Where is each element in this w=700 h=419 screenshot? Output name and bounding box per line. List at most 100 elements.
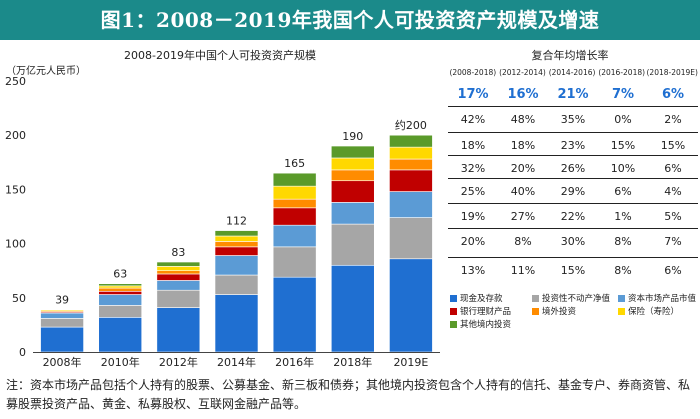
- cagr-period: (2014-2016): [548, 68, 596, 77]
- bar-segment: [214, 235, 259, 242]
- cagr-value: 30%: [560, 234, 586, 248]
- bar-segment: [272, 276, 317, 353]
- cagr-value: 29%: [560, 184, 586, 198]
- bar-segment: [156, 289, 201, 308]
- cagr-value: 1%: [614, 209, 632, 223]
- y-tick-label: 50: [12, 292, 26, 305]
- legend-item: 保险（寿险）: [618, 305, 679, 317]
- bar-total-label: 39: [55, 294, 69, 307]
- bar-segment: [389, 169, 433, 192]
- cagr-row: 20% 8% 30% 8% 7%: [448, 228, 698, 253]
- cagr-value: 22%: [560, 209, 586, 223]
- bar-segment: [330, 264, 375, 353]
- y-tick-label: 100: [5, 238, 26, 251]
- bar-total-label: 165: [284, 157, 305, 170]
- chart-title: 2008-2019年中国个人可投资资产规模: [124, 49, 316, 62]
- cagr-value: 18%: [460, 138, 486, 152]
- bar-segment: [389, 191, 433, 218]
- bar-segment: [214, 274, 259, 295]
- bar-segment: [98, 305, 143, 318]
- bar-total-label: 190: [342, 130, 363, 143]
- bar-segment: [330, 223, 375, 266]
- bar-segment: [214, 241, 259, 248]
- cagr-value: 8%: [614, 263, 632, 277]
- bar-segment: [389, 258, 433, 353]
- bar-segment: [156, 266, 201, 272]
- cagr-value: 20%: [510, 161, 536, 175]
- legend-swatch: [618, 295, 625, 302]
- legend-item: 投资性不动产净值: [532, 292, 610, 304]
- cagr-value: 15%: [660, 138, 686, 152]
- cagr-value: 6%: [664, 161, 682, 175]
- cagr-row: 13% 11% 15% 8% 6%: [448, 257, 698, 282]
- cagr-value: 4%: [664, 184, 682, 198]
- cagr-value: 23%: [560, 138, 586, 152]
- bar-segment: [156, 307, 201, 353]
- bar-segment: [40, 326, 84, 353]
- legend-swatch: [618, 308, 625, 315]
- bar-total-label: 112: [226, 215, 247, 228]
- cagr-value: 6%: [664, 263, 682, 277]
- bar-segment: [214, 246, 259, 256]
- legend-item: 银行理财产品: [450, 305, 511, 317]
- bar-segment: [156, 273, 201, 281]
- y-tick-label: 0: [19, 346, 26, 359]
- bar-segment: [98, 283, 143, 287]
- bar-segment: [40, 312, 84, 319]
- cagr-value: 19%: [460, 209, 486, 223]
- x-tick-label: 2012年: [159, 355, 198, 369]
- bar-total-label: 约200: [395, 119, 427, 132]
- cagr-value: 10%: [610, 161, 636, 175]
- bar-segment: [98, 317, 143, 353]
- bar-segment: [272, 246, 317, 278]
- cagr-value: 35%: [560, 112, 586, 126]
- cagr-value: 5%: [664, 209, 682, 223]
- bar-segment: [330, 157, 375, 171]
- cagr-value: 27%: [510, 209, 536, 223]
- cagr-value: 32%: [460, 161, 486, 175]
- cagr-period: (2012-2014): [499, 68, 546, 77]
- cagr-headline-value: 21%: [557, 87, 589, 102]
- cagr-headline-value: 17%: [457, 87, 489, 102]
- bar-segment: [98, 287, 143, 292]
- bar-segment: [98, 285, 143, 289]
- bar-segment: [98, 294, 143, 306]
- bar-segment: [389, 146, 433, 160]
- bar-total-label: 63: [113, 268, 127, 281]
- bar-segment: [272, 207, 317, 226]
- cagr-headline-value: 16%: [507, 87, 539, 102]
- cagr-value: 42%: [460, 112, 486, 126]
- cagr-row: 25% 40% 29% 6% 4%: [448, 178, 698, 203]
- cagr-value: 26%: [560, 161, 586, 175]
- bar-segment: [214, 230, 259, 237]
- bar-segment: [272, 185, 317, 200]
- cagr-value: 7%: [664, 234, 682, 248]
- bar-total-label: 83: [171, 246, 185, 259]
- bar-segment: [389, 158, 433, 171]
- bar-segment: [214, 255, 259, 276]
- cagr-value: 15%: [560, 263, 586, 277]
- legend-item: 现金及存款: [450, 292, 503, 304]
- bar-segment: [214, 294, 259, 353]
- bar-segment: [272, 224, 317, 248]
- cagr-headline-value: 7%: [611, 87, 635, 102]
- bar-segment: [272, 172, 317, 187]
- cagr-row: 32% 20% 26% 10% 6%: [448, 155, 698, 180]
- cagr-period: (2008-2018): [449, 68, 497, 77]
- x-tick-label: 2008年: [43, 355, 82, 369]
- cagr-value: 2%: [664, 112, 682, 126]
- cagr-value: 13%: [460, 263, 486, 277]
- cagr-period: (2016-2018): [598, 68, 646, 77]
- cagr-value: 0%: [614, 112, 632, 126]
- legend-item: 其他境内投资: [450, 318, 511, 330]
- bar-segment: [330, 180, 375, 203]
- legend-item: 资本市场产品市值: [618, 292, 696, 304]
- y-tick-label: 200: [5, 129, 26, 142]
- bar-segment: [156, 261, 201, 267]
- bar-segment: [330, 169, 375, 182]
- legend-item: 境外投资: [532, 305, 576, 317]
- bar-segment: [389, 217, 433, 260]
- footnote: 注：资本市场产品包括个人持有的股票、公募基金、新三板和债券；其他境内投资包含个人…: [6, 378, 691, 411]
- bar-segment: [272, 198, 317, 209]
- legend-swatch: [450, 295, 457, 302]
